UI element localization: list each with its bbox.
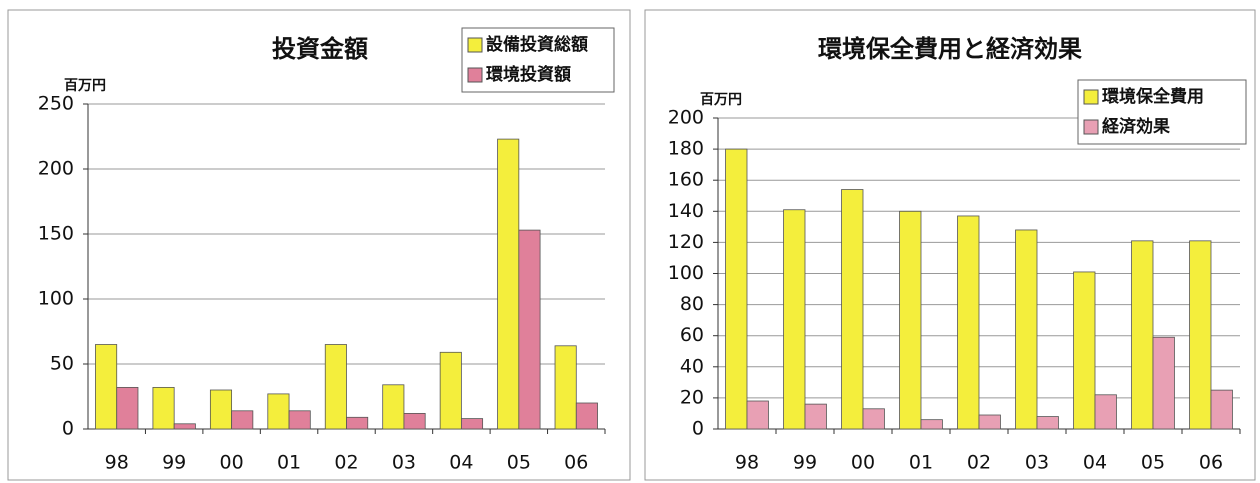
- bar: [746, 400, 769, 430]
- y-axis-unit: 百万円: [64, 78, 106, 94]
- chart-title: 投資金額: [272, 35, 368, 63]
- bar: [957, 215, 980, 430]
- bar: [899, 210, 922, 430]
- y-tick-label: 120: [668, 231, 704, 253]
- bar: [1189, 240, 1212, 430]
- panel: [644, 9, 1256, 481]
- x-tick-label: 01: [909, 452, 933, 474]
- x-tick-label: 98: [105, 452, 129, 474]
- bar: [382, 384, 405, 430]
- bar: [346, 416, 369, 430]
- x-tick-label: 06: [1199, 452, 1223, 474]
- y-tick-label: 150: [38, 223, 74, 245]
- bar: [116, 386, 139, 430]
- bar: [1015, 229, 1038, 430]
- bar: [403, 412, 426, 430]
- y-tick-label: 50: [50, 353, 74, 375]
- y-tick-label: 0: [692, 418, 704, 440]
- y-tick-label: 200: [38, 158, 74, 180]
- y-axis-unit: 百万円: [700, 92, 742, 108]
- legend-box: [1077, 79, 1247, 145]
- legend-box: [461, 27, 615, 93]
- bar: [518, 229, 541, 430]
- bar: [725, 148, 748, 430]
- y-tick-label: 100: [668, 262, 704, 284]
- x-tick-label: 00: [851, 452, 875, 474]
- legend-label: 設備投資総額: [486, 34, 588, 55]
- bar: [231, 410, 254, 430]
- legend-swatch: [1083, 119, 1099, 135]
- x-tick-label: 04: [1083, 452, 1107, 474]
- bar: [1131, 240, 1154, 430]
- legend-label: 環境投資額: [486, 64, 571, 85]
- panel: [7, 9, 631, 481]
- bar: [920, 419, 943, 430]
- y-tick-label: 100: [38, 288, 74, 310]
- y-tick-label: 40: [680, 355, 704, 377]
- bar: [460, 418, 484, 430]
- y-tick-label: 250: [38, 93, 74, 115]
- bar: [267, 393, 290, 430]
- bar: [1073, 271, 1096, 430]
- legend-swatch: [467, 37, 483, 53]
- bar: [1152, 336, 1175, 430]
- bar: [288, 410, 311, 430]
- x-tick-label: 05: [507, 452, 531, 474]
- bar: [804, 403, 827, 430]
- x-tick-label: 98: [735, 452, 759, 474]
- x-tick-label: 06: [564, 452, 588, 474]
- bar: [1210, 389, 1233, 430]
- bar: [862, 408, 885, 430]
- bar: [95, 344, 118, 430]
- x-tick-label: 03: [1025, 452, 1049, 474]
- bar: [152, 386, 175, 430]
- bar: [324, 344, 347, 430]
- legend-label: 環境保全費用: [1102, 86, 1204, 107]
- bar: [173, 423, 196, 430]
- x-tick-label: 05: [1141, 452, 1165, 474]
- y-tick-label: 0: [62, 418, 74, 440]
- y-tick-label: 60: [680, 324, 704, 346]
- x-tick-label: 01: [277, 452, 301, 474]
- y-tick-label: 160: [668, 169, 704, 191]
- bar: [1094, 394, 1117, 430]
- bar: [497, 138, 520, 430]
- chart-title: 環境保全費用と経済効果: [818, 35, 1082, 63]
- bar: [209, 389, 233, 430]
- bar: [783, 209, 806, 430]
- x-tick-label: 00: [220, 452, 244, 474]
- x-tick-label: 04: [449, 452, 473, 474]
- x-tick-label: 03: [392, 452, 416, 474]
- bar: [841, 189, 864, 430]
- legend-label: 経済効果: [1102, 116, 1170, 137]
- x-tick-label: 99: [793, 452, 817, 474]
- bar: [1036, 416, 1059, 430]
- legend-swatch: [1083, 89, 1099, 105]
- y-tick-label: 180: [668, 138, 704, 160]
- y-tick-label: 140: [668, 200, 704, 222]
- bar: [978, 414, 1001, 430]
- bar: [575, 402, 598, 430]
- y-tick-label: 200: [668, 107, 704, 129]
- bar: [554, 345, 577, 430]
- y-tick-label: 20: [680, 386, 704, 408]
- x-tick-label: 02: [967, 452, 991, 474]
- x-tick-label: 99: [162, 452, 186, 474]
- legend-swatch: [467, 67, 483, 83]
- x-tick-label: 02: [334, 452, 358, 474]
- bar: [439, 351, 462, 430]
- y-tick-label: 80: [680, 293, 704, 315]
